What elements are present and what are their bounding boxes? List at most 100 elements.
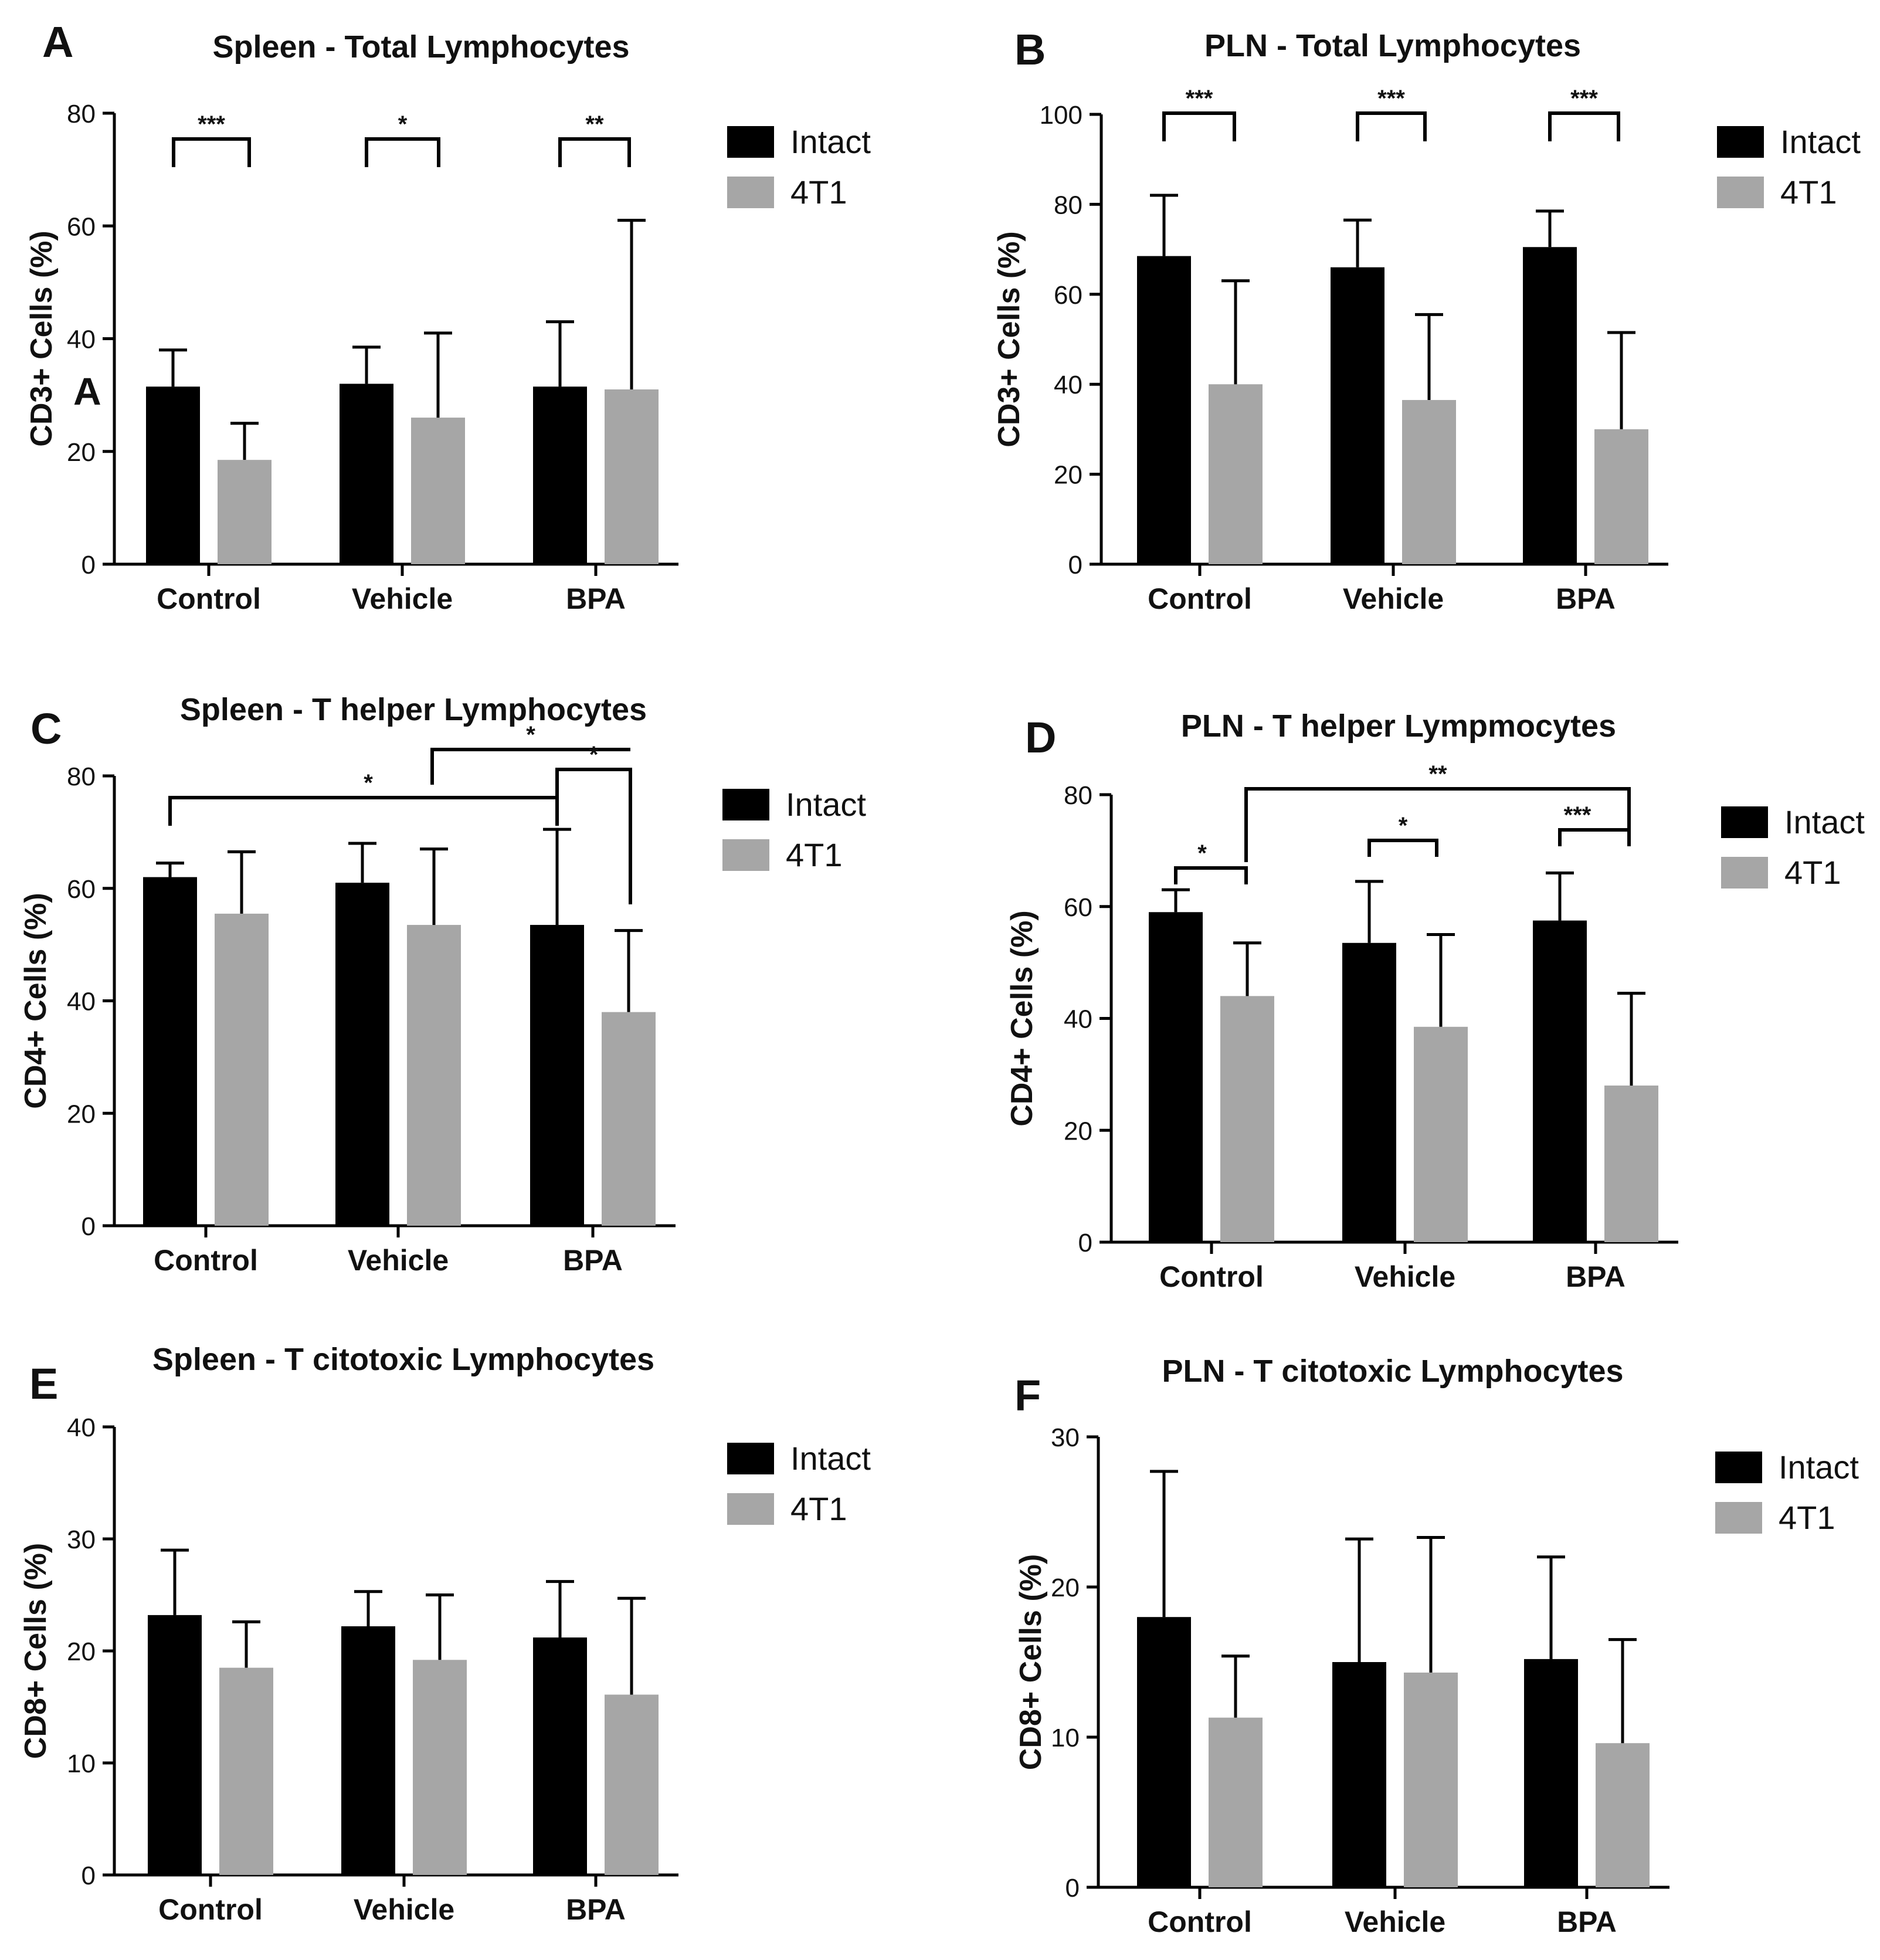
legend-label-intact: Intact — [790, 1440, 871, 1477]
legend-label-intact: Intact — [1779, 1449, 1859, 1486]
significance-label: * — [589, 742, 599, 768]
y-tick-label: 30 — [67, 1525, 96, 1554]
bar-4t1-bpa — [1604, 1085, 1658, 1242]
bar-4t1-bpa — [605, 389, 659, 564]
x-category-label: Control — [1148, 1905, 1252, 1938]
y-tick-label: 80 — [67, 762, 96, 791]
y-tick-label: 60 — [1064, 893, 1092, 922]
panel-b: B PLN - Total Lymphocytes CD3+ Cells (%) 0 2… — [992, 25, 1861, 615]
bar-4t1-bpa — [602, 1012, 656, 1226]
bar-intact-control — [1137, 1617, 1191, 1887]
legend-label-intact: Intact — [790, 123, 871, 160]
significance-bracket — [430, 748, 630, 785]
x-category-label: BPA — [1556, 582, 1616, 615]
bar-intact-bpa — [533, 386, 587, 564]
legend-swatch-intact — [722, 789, 769, 820]
y-axis-label: CD4+ Cells (%) — [19, 893, 53, 1108]
bar-intact-bpa — [533, 1637, 587, 1875]
significance-label: * — [1197, 840, 1207, 866]
significance-bracket — [1162, 111, 1236, 141]
y-tick-label: 40 — [67, 988, 96, 1016]
bar-4t1-vehicle — [413, 1660, 467, 1875]
bar-intact-control — [148, 1615, 202, 1875]
x-category-label: Vehicle — [352, 582, 453, 615]
bar-4t1-vehicle — [1402, 400, 1456, 564]
bar-4t1-vehicle — [407, 925, 461, 1226]
y-axis-label: CD8+ Cells (%) — [1014, 1554, 1048, 1770]
y-tick-label: 100 — [1040, 101, 1082, 130]
x-category-label: BPA — [566, 1893, 626, 1926]
bar-intact-bpa — [1523, 247, 1577, 564]
y-tick-label: 20 — [1054, 461, 1082, 490]
significance-bracket — [365, 137, 440, 167]
y-tick-label: 60 — [67, 212, 96, 241]
bar-intact-control — [143, 877, 197, 1226]
y-tick-label: 0 — [1065, 1874, 1080, 1903]
significance-bracket — [1367, 839, 1438, 857]
bar-intact-control — [146, 386, 200, 564]
y-tick-label: 10 — [1051, 1724, 1080, 1752]
y-axis-label: CD4+ Cells (%) — [1005, 910, 1039, 1126]
x-category-label: BPA — [563, 1244, 623, 1277]
bar-4t1-vehicle — [1404, 1672, 1458, 1887]
significance-label: *** — [1564, 802, 1591, 828]
chart-title: PLN - T helper Lympmocytes — [1181, 708, 1616, 744]
chart-title: Spleen - T citotoxic Lymphocytes — [152, 1342, 654, 1377]
y-tick-label: 30 — [1051, 1423, 1080, 1452]
y-tick-label: 0 — [82, 1861, 96, 1890]
bar-4t1-control — [219, 1667, 273, 1875]
y-tick-label: 20 — [67, 1637, 96, 1666]
significance-bracket — [1174, 866, 1248, 884]
chart-title: PLN - T citotoxic Lymphocytes — [1162, 1354, 1623, 1389]
significance-bracket — [168, 796, 559, 826]
panel-letter: A — [42, 18, 73, 66]
x-category-label: Vehicle — [1355, 1260, 1455, 1293]
bar-4t1-vehicle — [1414, 1026, 1468, 1242]
significance-bracket — [172, 137, 251, 167]
legend-label-4t1: 4T1 — [1779, 1499, 1835, 1536]
legend-label-4t1: 4T1 — [790, 174, 847, 211]
significance-bracket — [1356, 111, 1427, 141]
x-category-label: Control — [1148, 582, 1252, 615]
y-tick-label: 40 — [1064, 1005, 1092, 1034]
y-tick-label: 80 — [1064, 781, 1092, 810]
significance-label: ** — [585, 111, 604, 137]
y-tick-label: 20 — [67, 1100, 96, 1128]
bar-intact-vehicle — [340, 384, 393, 564]
bar-intact-bpa — [530, 925, 584, 1226]
significance-label: * — [526, 722, 535, 748]
x-category-label: Control — [154, 1244, 258, 1277]
legend-label-intact: Intact — [1780, 123, 1861, 160]
significance-label: *** — [1377, 86, 1405, 111]
legend-swatch-intact — [727, 1443, 774, 1474]
legend-swatch-intact — [1721, 806, 1768, 838]
y-tick-label: 40 — [67, 325, 96, 354]
panel-letter: B — [1014, 25, 1046, 74]
panel-letter: E — [29, 1359, 58, 1408]
chart-title: PLN - Total Lymphocytes — [1204, 28, 1581, 63]
bar-intact-vehicle — [1331, 267, 1384, 564]
legend-swatch-intact — [1717, 126, 1764, 158]
legend-label-intact: Intact — [1784, 803, 1865, 840]
bar-4t1-bpa — [1596, 1743, 1650, 1887]
x-category-label: Vehicle — [1345, 1905, 1445, 1938]
legend-label-4t1: 4T1 — [786, 836, 843, 873]
bar-intact-bpa — [1533, 920, 1587, 1242]
y-tick-label: 80 — [67, 100, 96, 128]
x-category-label: BPA — [566, 582, 626, 615]
bar-4t1-bpa — [605, 1694, 659, 1875]
y-tick-label: 20 — [1064, 1117, 1092, 1145]
chart-title: Spleen - Total Lymphocytes — [212, 29, 629, 65]
panel-d: D PLN - T helper Lympmocytes CD4+ Cells (%… — [1005, 708, 1865, 1293]
bar-4t1-vehicle — [411, 418, 465, 564]
legend-label-4t1: 4T1 — [1784, 854, 1841, 891]
legend-swatch-4t1 — [1715, 1502, 1762, 1534]
y-tick-label: 60 — [1054, 281, 1082, 310]
legend-swatch-4t1 — [727, 177, 774, 208]
y-tick-label: 10 — [67, 1749, 96, 1778]
legend-swatch-intact — [1715, 1452, 1762, 1483]
legend-swatch-4t1 — [1717, 177, 1764, 208]
bar-intact-control — [1137, 256, 1191, 565]
legend-swatch-intact — [727, 126, 774, 158]
